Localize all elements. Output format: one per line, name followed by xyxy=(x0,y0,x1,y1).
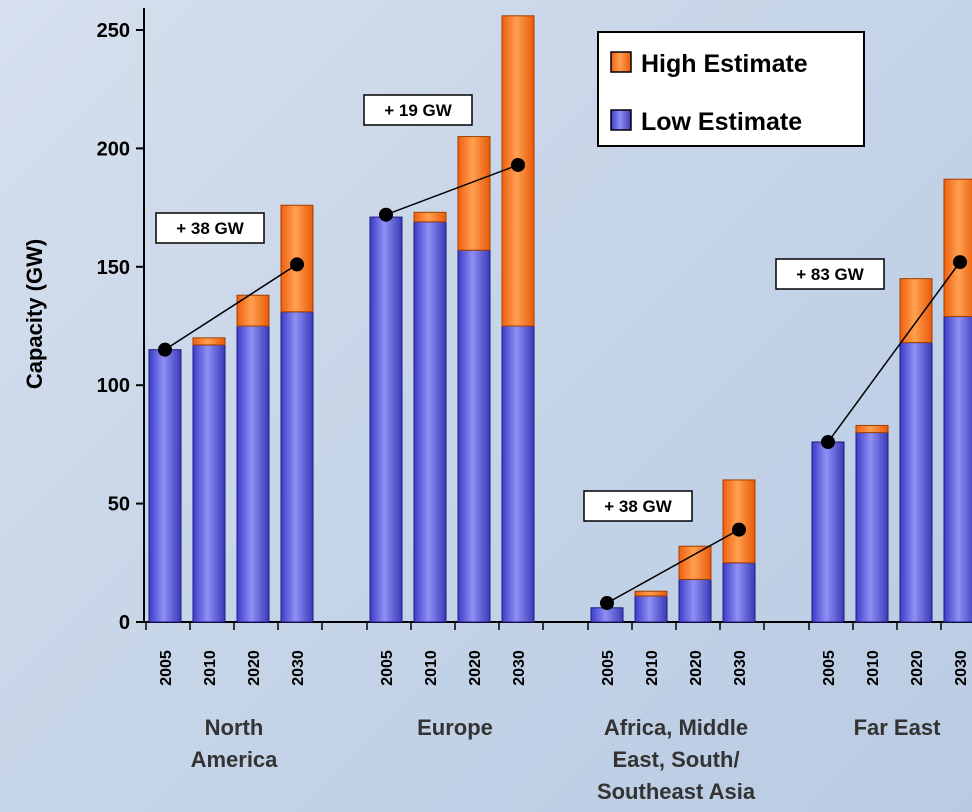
callouts: + 38 GW + 19 GW + 38 GW + 83 GW xyxy=(155,94,967,611)
callout-label: + 83 GW xyxy=(796,265,865,284)
bar-low xyxy=(236,325,270,623)
bar-low xyxy=(457,249,491,623)
callout-box xyxy=(775,258,885,290)
growth-line xyxy=(385,164,519,216)
callout-label: + 38 GW xyxy=(176,219,245,238)
bar-low xyxy=(811,441,845,623)
bar-high xyxy=(899,278,933,344)
year-tick-label: 2030 xyxy=(953,650,970,686)
bar-high xyxy=(943,178,972,318)
callout-box xyxy=(363,94,473,126)
y-tick-label: 150 xyxy=(97,257,130,279)
region-label: Africa, Middle xyxy=(604,715,748,740)
bar-high xyxy=(722,479,756,564)
growth-dot xyxy=(158,342,172,357)
growth-dot xyxy=(290,257,304,272)
growth-dot xyxy=(379,207,393,222)
y-tick-label: 250 xyxy=(97,20,130,42)
callout-label: + 38 GW xyxy=(604,497,673,516)
callout-box xyxy=(155,212,265,244)
bar-low xyxy=(722,562,756,623)
growth-dot xyxy=(732,522,746,537)
bar-low xyxy=(369,216,403,623)
bar-high xyxy=(413,211,447,223)
bar-low xyxy=(678,578,712,623)
bar-low xyxy=(943,316,972,623)
year-tick-label: 2020 xyxy=(688,650,705,686)
region-label: America xyxy=(191,747,279,772)
region-label: Southeast Asia xyxy=(597,779,756,804)
region-label: Europe xyxy=(417,715,493,740)
bar-high xyxy=(855,424,889,434)
growth-dot xyxy=(511,157,525,172)
bar-low xyxy=(855,432,889,623)
legend-swatch-high xyxy=(610,51,632,73)
growth-dot xyxy=(600,596,614,611)
year-tick-label: 2030 xyxy=(732,650,749,686)
region-label: North xyxy=(205,715,264,740)
year-tick-label: 2005 xyxy=(379,650,396,686)
region-label: East, South/ xyxy=(612,747,739,772)
bar-low xyxy=(413,221,447,623)
year-tick-label: 2020 xyxy=(246,650,263,686)
legend-label-high: High Estimate xyxy=(641,50,808,78)
bar-low xyxy=(148,349,182,623)
y-tick-label: 200 xyxy=(97,138,130,160)
year-tick-label: 2020 xyxy=(467,650,484,686)
bar-low xyxy=(280,311,314,623)
year-tick-label: 2010 xyxy=(865,650,882,686)
bar-low xyxy=(501,325,535,623)
bars xyxy=(148,15,972,623)
year-tick-label: 2030 xyxy=(290,650,307,686)
year-tick-label: 2010 xyxy=(202,650,219,686)
legend-swatch-low xyxy=(610,109,632,131)
bar-low xyxy=(634,595,668,623)
growth-dot xyxy=(821,435,835,450)
year-tick-label: 2010 xyxy=(644,650,661,686)
y-tick-label: 100 xyxy=(97,375,130,397)
bar-high xyxy=(457,136,491,251)
bar-high xyxy=(678,545,712,580)
legend-label-low: Low Estimate xyxy=(641,108,802,136)
legend-box xyxy=(597,31,865,147)
growth-dot xyxy=(953,255,967,270)
y-tick-label: 50 xyxy=(108,494,130,516)
year-tick-label: 2005 xyxy=(600,650,617,686)
callout-label: + 19 GW xyxy=(384,101,453,120)
bar-high xyxy=(634,590,668,597)
year-tick-label: 2010 xyxy=(423,650,440,686)
legend: High Estimate Low Estimate xyxy=(597,31,865,147)
growth-line xyxy=(606,528,740,604)
bar-low xyxy=(899,342,933,623)
category-labels: 2005 2010 2020 2030 North America 2005 2010 2020… xyxy=(158,650,970,804)
growth-line xyxy=(827,261,961,443)
bar-high xyxy=(192,337,226,346)
bar-low xyxy=(192,344,226,623)
year-tick-label: 2020 xyxy=(909,650,926,686)
y-axis-title: Capacity (GW) xyxy=(22,239,47,389)
year-tick-label: 2005 xyxy=(821,650,838,686)
year-tick-label: 2005 xyxy=(158,650,175,686)
y-tick-label: 0 xyxy=(119,612,130,634)
callout-box xyxy=(583,490,693,522)
region-label: Far East xyxy=(854,715,941,740)
growth-line xyxy=(164,263,298,351)
year-tick-label: 2030 xyxy=(511,650,528,686)
